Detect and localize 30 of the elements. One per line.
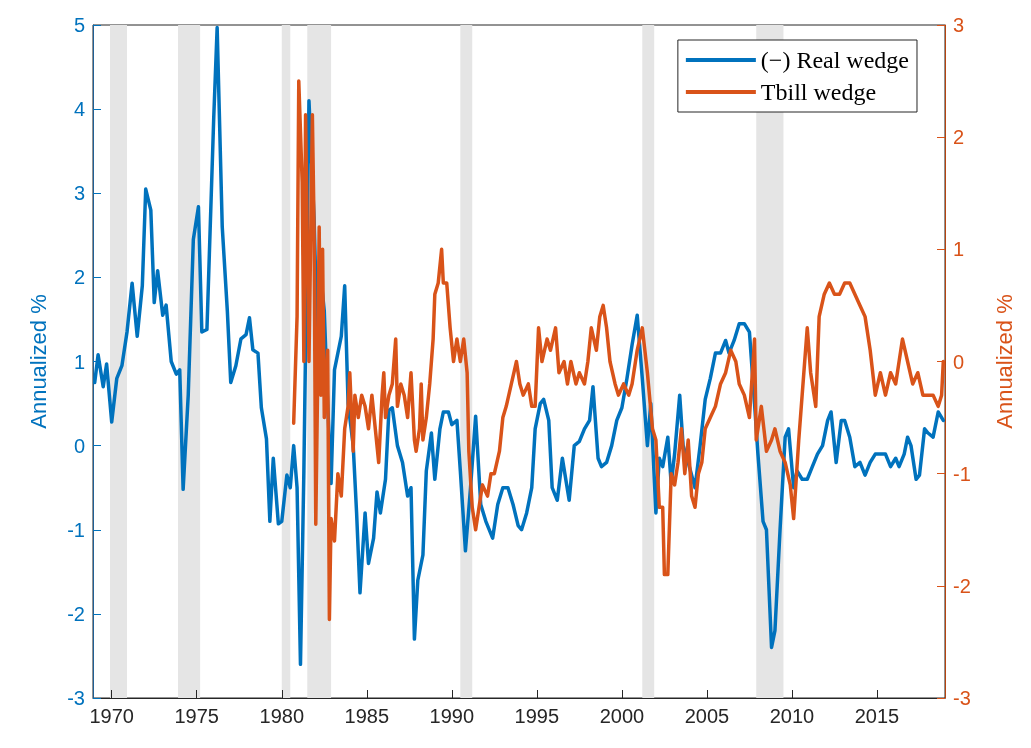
y2-tick-label: 1 <box>953 238 965 261</box>
y2-tick-label: 0 <box>953 350 965 373</box>
x-tick-label: 1975 <box>174 705 219 727</box>
legend-label: (−) Real wedge <box>760 47 909 73</box>
x-tick-label: 2010 <box>769 705 815 727</box>
y2-tick-label: 2 <box>953 126 965 149</box>
y-tick-label: 4 <box>73 98 85 121</box>
y2-axis-title: Annualized % <box>991 294 1017 429</box>
x-tick-label: 1995 <box>514 705 560 727</box>
y-tick-label: -2 <box>67 602 85 625</box>
y2-tick-label: 3 <box>953 14 965 36</box>
x-tick-label: 2000 <box>599 705 645 727</box>
y-axis-title: Annualized % <box>25 294 51 429</box>
y-tick-label: 2 <box>73 266 85 289</box>
y2-tick-label: -1 <box>953 462 971 485</box>
x-tick-label: 1990 <box>429 705 475 727</box>
y-tick-label: 0 <box>73 434 85 457</box>
legend-label: Tbill wedge <box>760 79 877 105</box>
x-tick-label: 2005 <box>684 705 730 727</box>
y-tick-label: -3 <box>67 687 85 709</box>
x-tick-label: 1985 <box>344 705 390 727</box>
y-tick-label: 3 <box>73 182 85 205</box>
y2-tick-label: -3 <box>953 687 971 709</box>
x-tick-label: 1980 <box>259 705 305 727</box>
x-tick-label: 1970 <box>89 705 134 727</box>
x-tick-label: 2015 <box>854 705 900 727</box>
y-tick-label: 1 <box>73 350 85 373</box>
y2-tick-label: -2 <box>953 574 971 597</box>
y-tick-label: 5 <box>73 14 85 36</box>
y-tick-label: -1 <box>67 518 85 541</box>
